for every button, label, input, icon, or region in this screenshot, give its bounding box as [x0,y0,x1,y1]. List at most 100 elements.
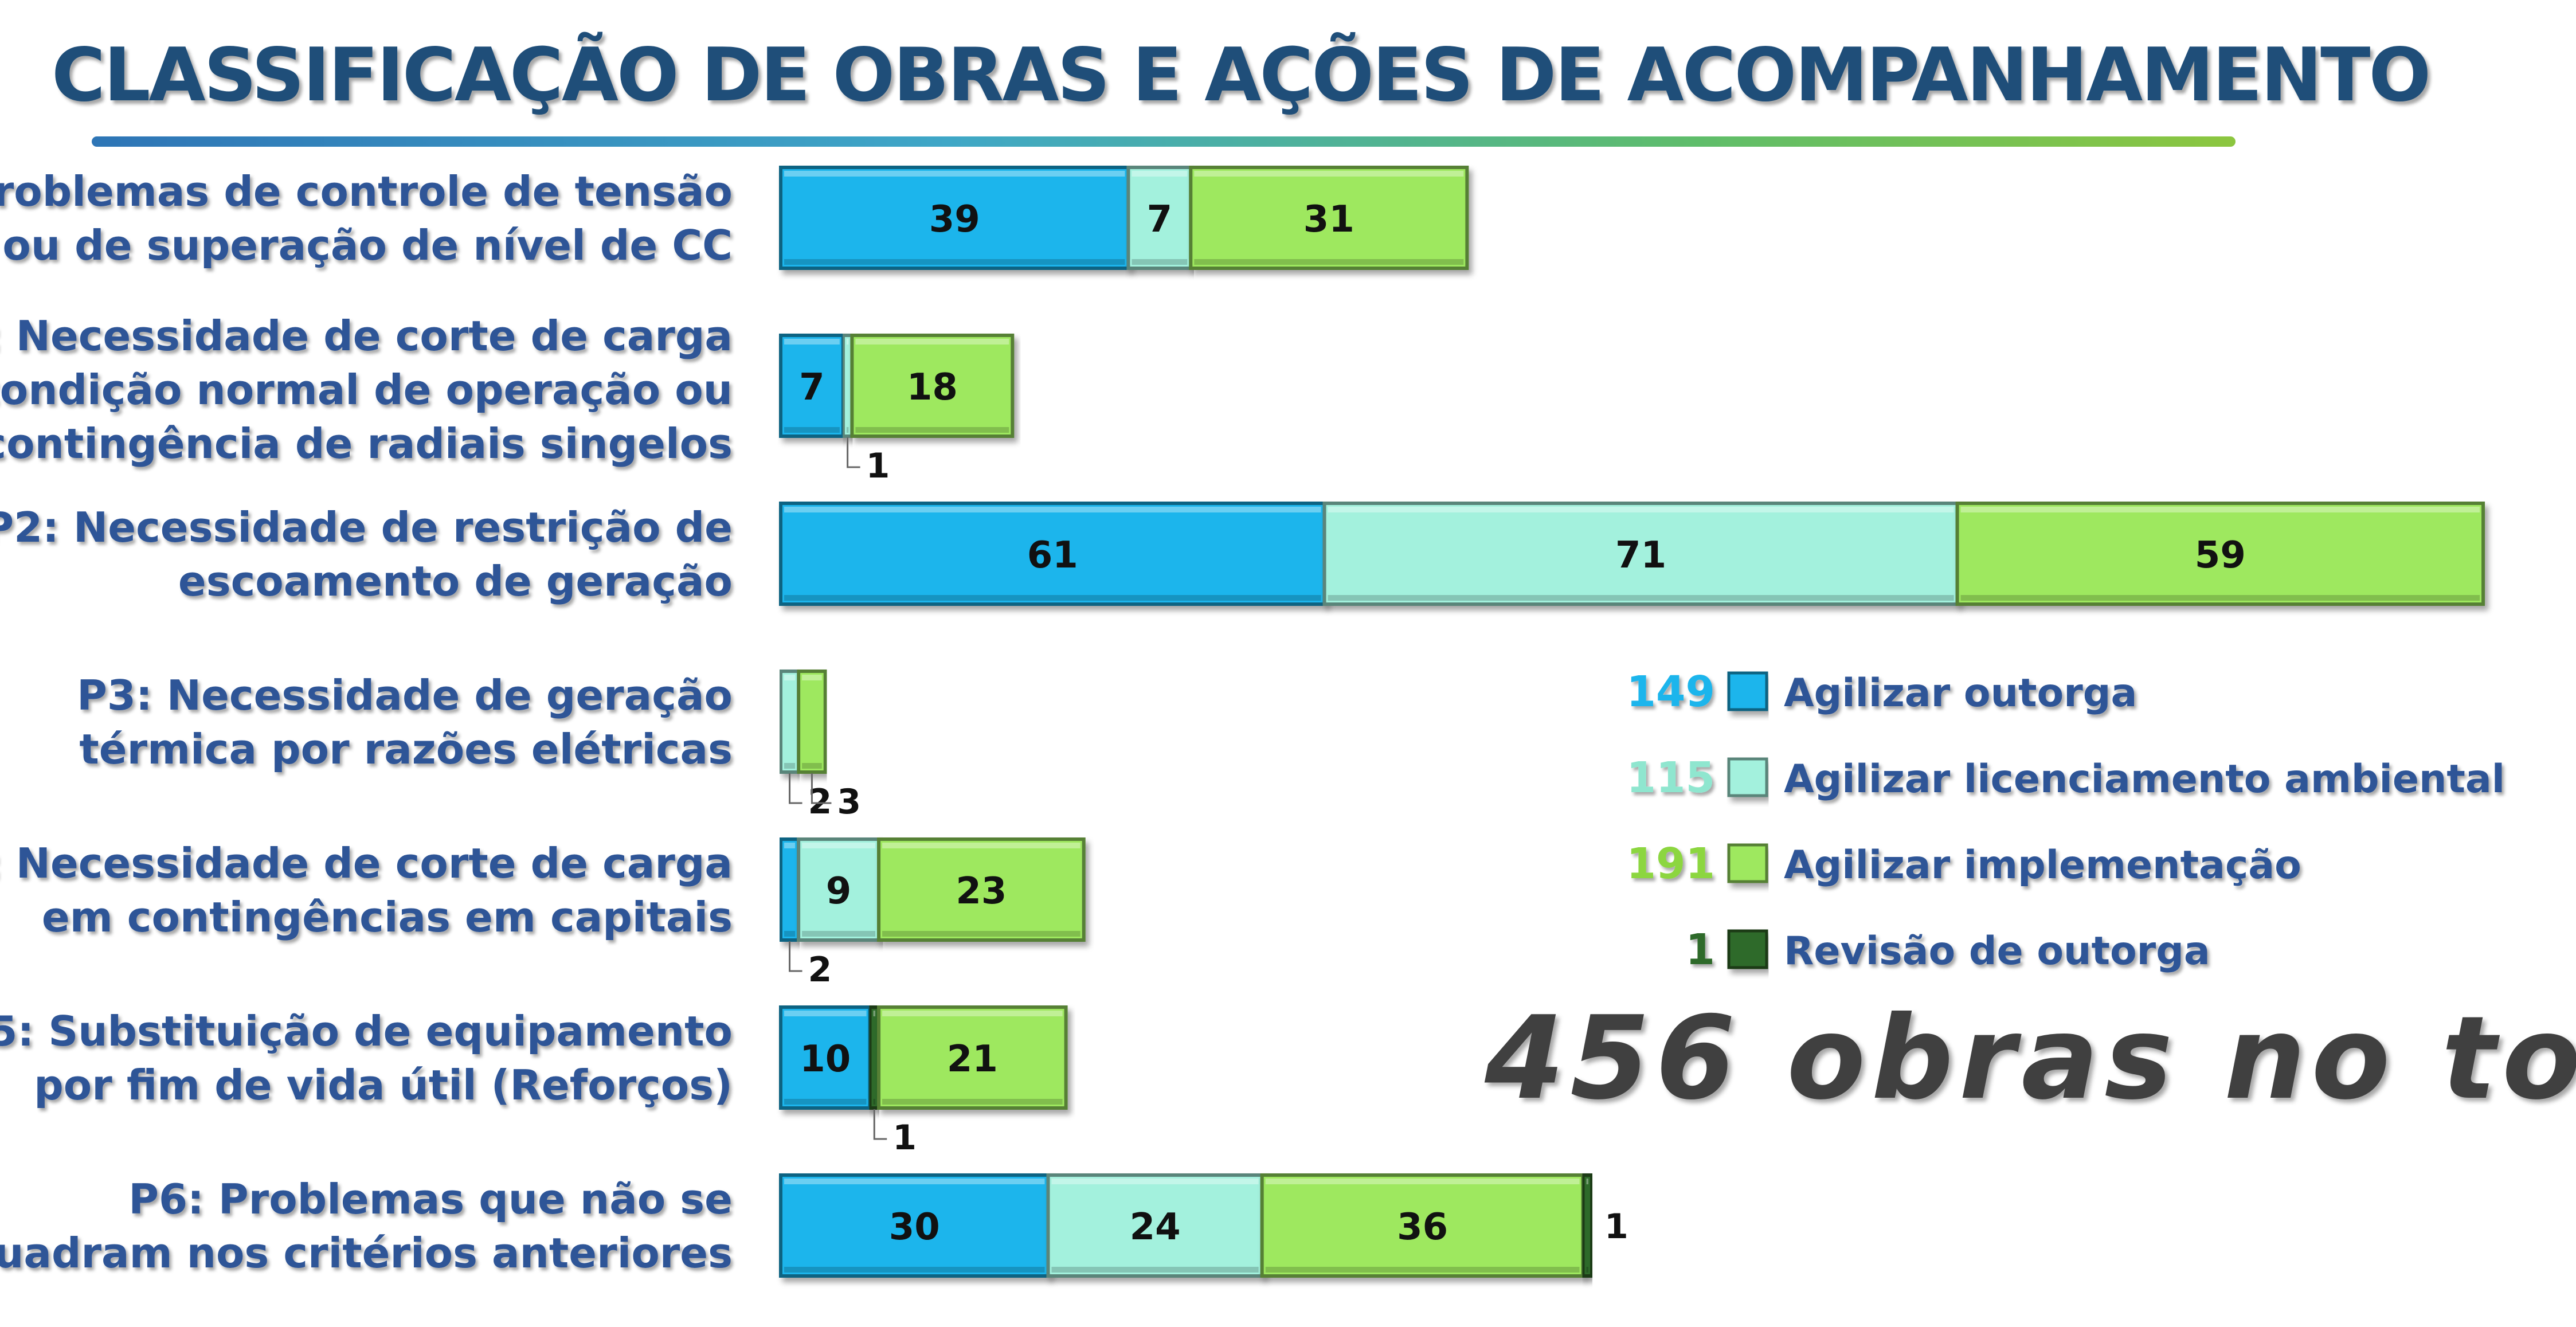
bar-bevel-highlight [784,171,1125,177]
bar-value-label: 10 [800,1038,851,1081]
legend-item: 149 Agilizar outorga [1627,667,2137,717]
bar-value-label: 18 [907,366,958,409]
bar-value-label: 71 [1615,534,1666,577]
bar-bevel-highlight [802,843,876,848]
bar-value-label: 61 [1027,534,1078,577]
bar-bevel-highlight [784,843,796,848]
category-label: em contingência de radiais singelos [0,420,733,468]
bar-bevel-shade [802,931,876,937]
bar-bevel-highlight [784,1011,867,1016]
bar-value-label: 39 [929,198,980,241]
bar-segment: 18 [850,334,1015,438]
callout-leader [873,1109,887,1140]
bar-bevel-highlight [873,1011,876,1016]
bar-bevel-highlight [882,843,1080,848]
bar-bevel-highlight [846,339,849,345]
bar-bevel-shade [1960,595,2480,601]
bar-rect [779,670,801,774]
legend-label: Revisão de outorga [1784,929,2210,974]
bar-bevel-shade [1194,259,1464,265]
bar-value-label: 31 [1303,198,1354,241]
legend-swatch [1727,843,1768,883]
bar-bevel-highlight [784,339,840,345]
bar-bevel-shade [784,427,840,433]
bar-bevel-shade [882,1099,1063,1105]
bar-segment: 9 [797,837,881,942]
callout-label: 2 [808,950,832,990]
bar-bevel-highlight [882,1011,1063,1016]
bar-bevel-highlight [855,339,1009,345]
legend-item: 1 Revisão de outorga [1686,925,2210,974]
bar-bevel-shade [873,1099,876,1105]
bar-segment: 23 [877,837,1086,942]
bar-bevel-highlight [802,675,822,680]
bar-value-label: 59 [2195,534,2246,577]
category-label: P4: Necessidade de corte de carga [0,839,733,887]
bar-bevel-highlight [1960,507,2480,512]
bar-bevel-highlight [784,1179,1045,1184]
bar-rect [797,670,827,774]
legend-label: Agilizar implementação [1784,843,2301,888]
bar-segment: 7 [779,334,845,438]
bar-segment: 7 [1126,166,1193,270]
category-label: P0: Problemas de controle de tensão [0,167,733,216]
bar-segment: 39 [779,166,1130,270]
bar-bevel-highlight [1132,171,1188,177]
bar-segment: 21 [877,1005,1068,1110]
bar-bevel-highlight [1051,1179,1259,1184]
bar-rect [779,1005,872,1110]
legend-count: 191 [1627,839,1715,888]
bar-bevel-highlight [784,675,796,680]
category-label: P2: Necessidade de restrição de [0,503,733,551]
legend-item: 191 Agilizar implementação [1627,839,2301,888]
bar-segment [1581,1173,1594,1278]
bar-rect [850,334,1015,438]
bar-bevel-shade [855,427,1009,433]
legend-label: Agilizar licenciamento ambiental [1784,757,2505,802]
bar-rect [797,837,881,942]
bar-value-label: 23 [956,870,1007,913]
bar-bevel-shade [1265,1267,1580,1273]
bar-segment: 59 [1955,502,2485,606]
bar-rect [779,166,1130,270]
bar-bevel-shade [1586,1267,1589,1273]
bar-bevel-shade [846,427,849,433]
legend-swatch [1727,929,1768,969]
bar-bevel-shade [882,931,1080,937]
bar-bevel-highlight [1328,507,1954,512]
bar-bevel-shade [784,1099,867,1105]
category-label: P6: Problemas que não se [128,1175,733,1223]
category-label: escoamento de geração [178,557,733,605]
bar-bevel-shade [784,595,1321,601]
bar-rect [1581,1173,1594,1278]
bar-bevel-highlight [1265,1179,1580,1184]
bar-segment [779,837,801,942]
bar-bevel-shade [784,1267,1045,1273]
bar-segment [779,670,801,774]
bar-segment: 71 [1322,502,1959,606]
bar-segment: 31 [1189,166,1469,270]
category-label: em condição normal de operação ou [0,366,733,414]
bar-segment: 36 [1260,1173,1585,1278]
bar-rect [779,837,801,942]
bar-rect [1046,1173,1264,1278]
callout-label: 3 [837,782,861,822]
callout: 2 [789,941,832,990]
legend-item: 115 Agilizar licenciamento ambiental [1627,753,2505,803]
bar-segment: 30 [779,1173,1050,1278]
callout: 1 [873,1109,917,1158]
bar-rect [779,334,845,438]
callout-leader [811,773,832,804]
callout-leader [847,437,860,468]
bar-value-label: 7 [799,366,825,409]
bar-value-label: 30 [889,1206,940,1248]
category-label: por fim de vida útil (Reforços) [34,1061,733,1109]
legend-label: Agilizar outorga [1784,671,2137,716]
bar-value-label: 36 [1397,1206,1448,1248]
total-caption: 456 obras no total [1485,992,2576,1125]
bar-rect [1189,166,1469,270]
callout-label: 1 [866,446,890,486]
bar-bevel-shade [784,763,796,769]
